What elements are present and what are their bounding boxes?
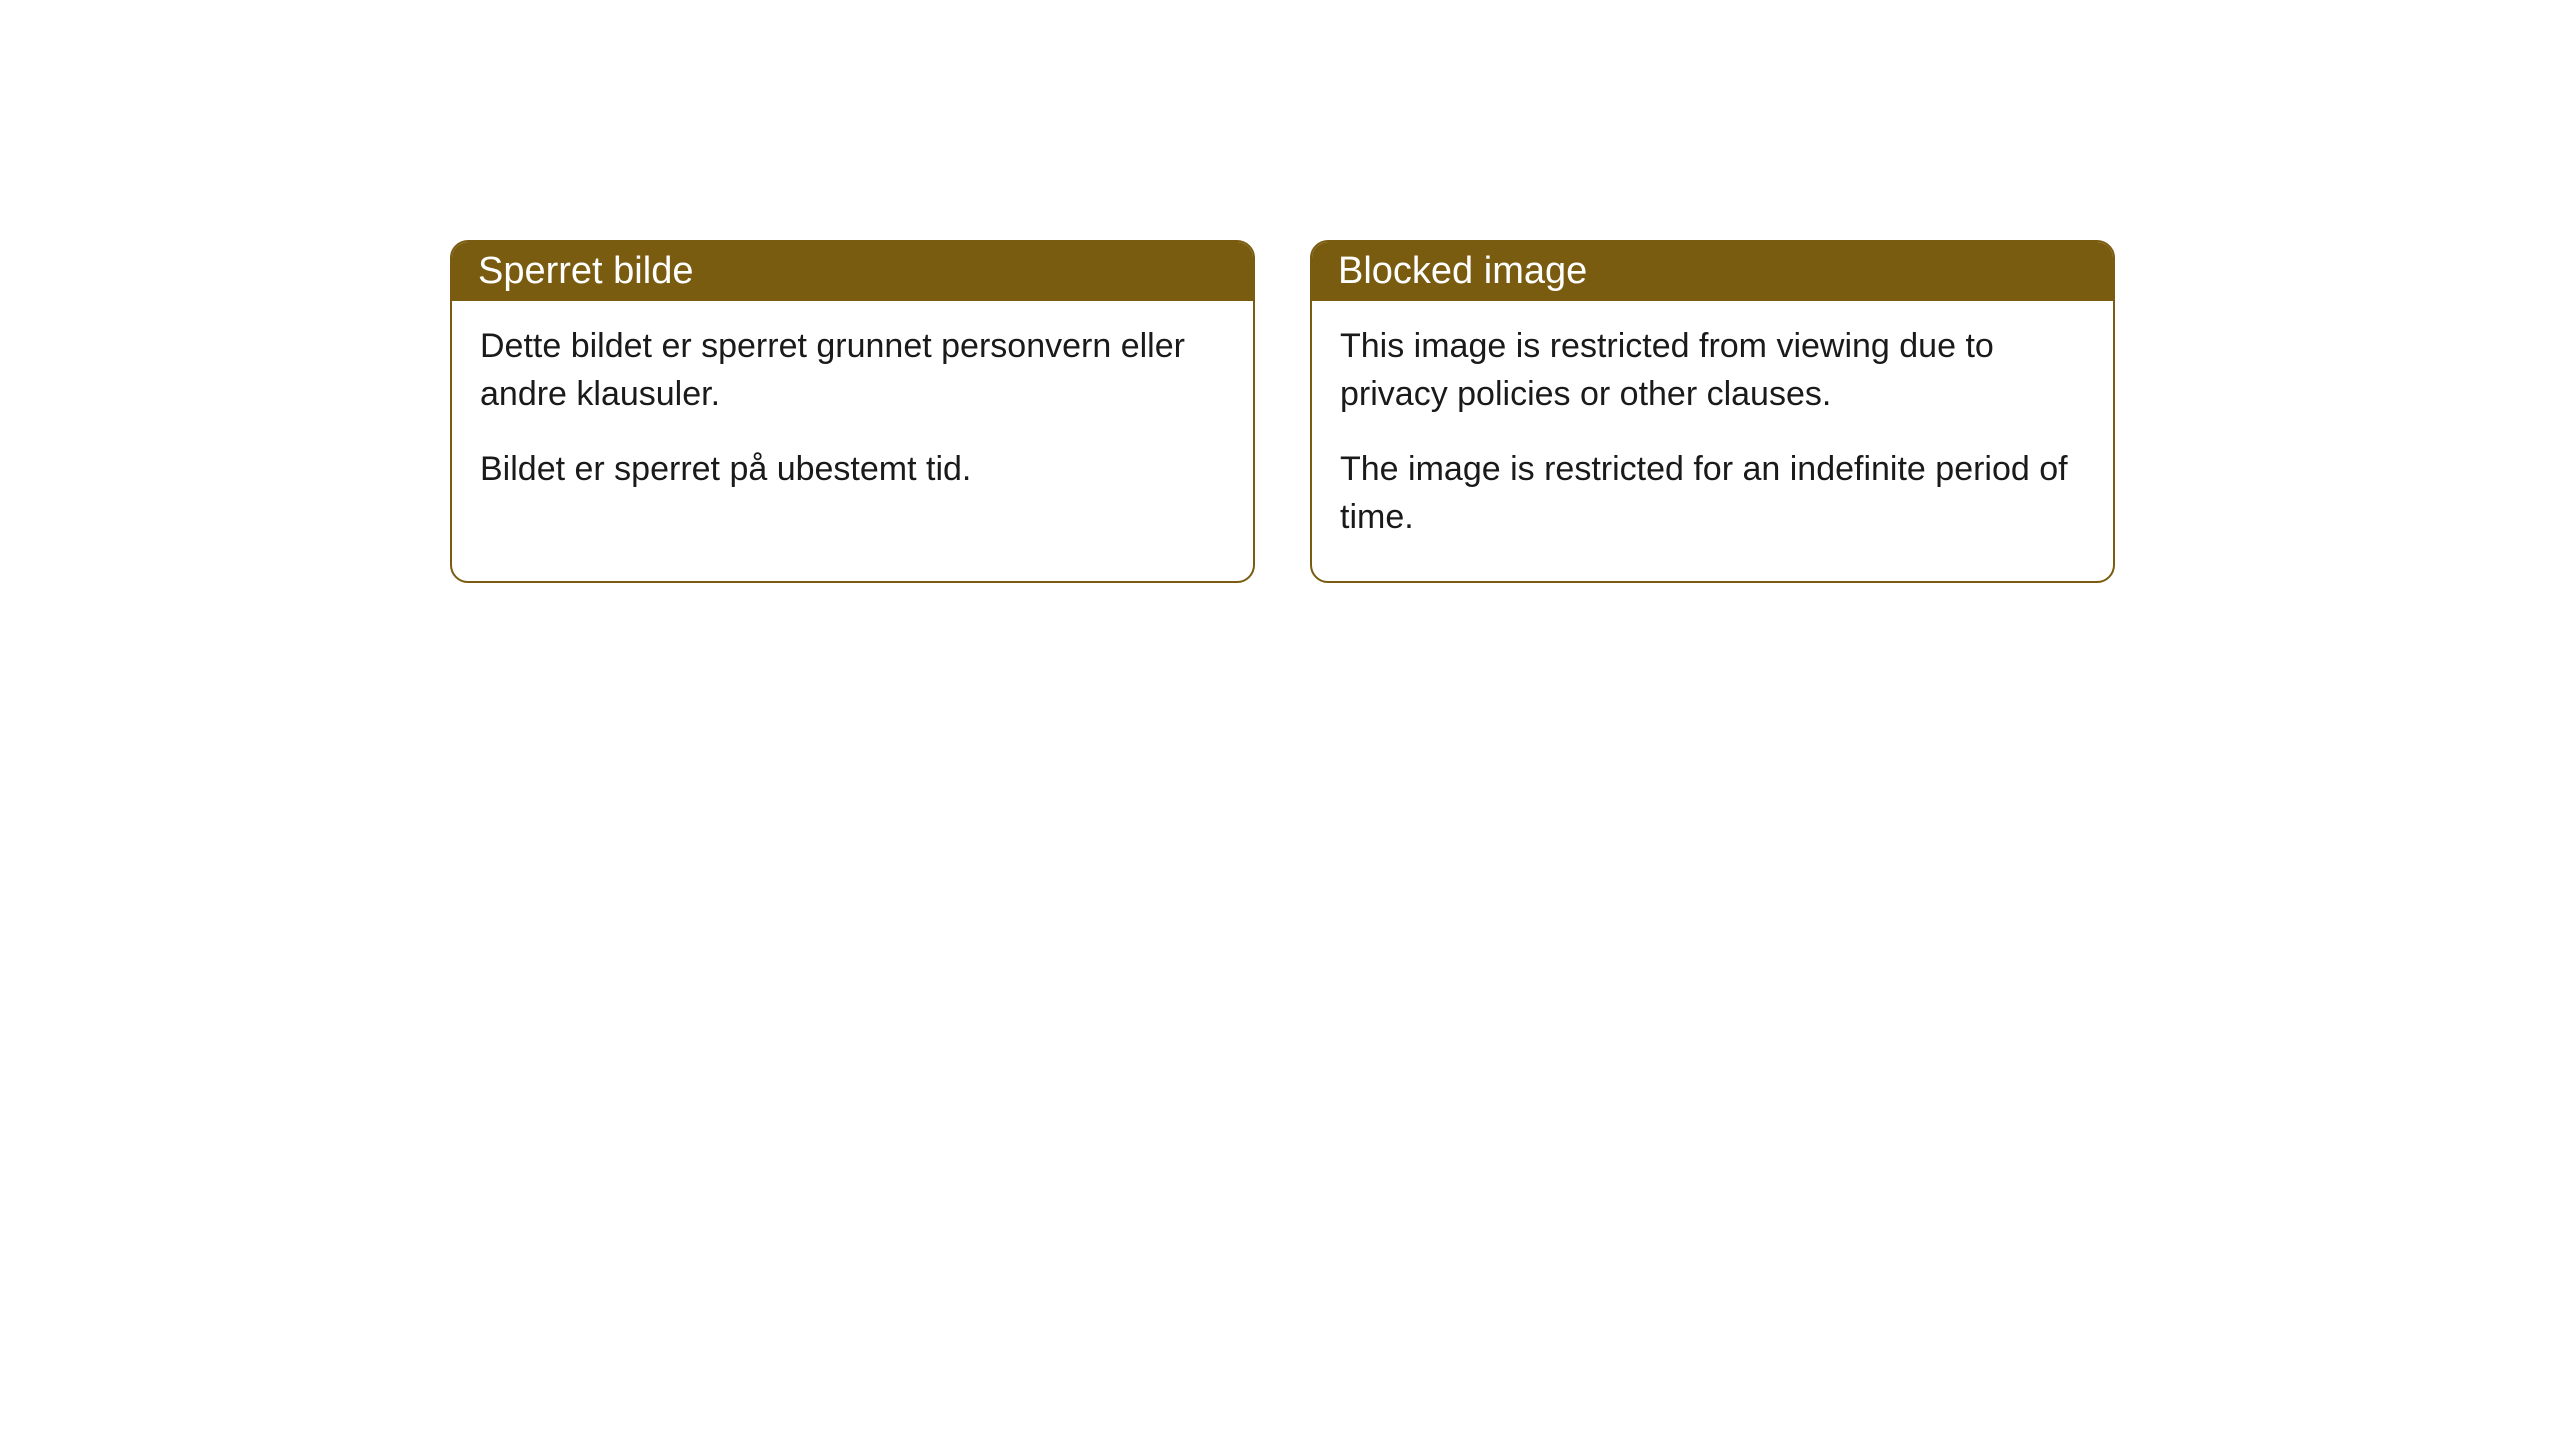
card-paragraph: This image is restricted from viewing du… xyxy=(1340,323,2085,418)
notice-cards-container: Sperret bilde Dette bildet er sperret gr… xyxy=(450,240,2115,583)
card-title: Sperret bilde xyxy=(478,250,693,292)
card-body: Dette bildet er sperret grunnet personve… xyxy=(452,301,1253,534)
card-paragraph: Dette bildet er sperret grunnet personve… xyxy=(480,323,1225,418)
card-paragraph: The image is restricted for an indefinit… xyxy=(1340,446,2085,541)
card-paragraph: Bildet er sperret på ubestemt tid. xyxy=(480,446,1225,494)
card-header: Blocked image xyxy=(1312,242,2113,301)
blocked-image-card-english: Blocked image This image is restricted f… xyxy=(1310,240,2115,583)
card-body: This image is restricted from viewing du… xyxy=(1312,301,2113,581)
card-header: Sperret bilde xyxy=(452,242,1253,301)
card-title: Blocked image xyxy=(1338,250,1587,292)
blocked-image-card-norwegian: Sperret bilde Dette bildet er sperret gr… xyxy=(450,240,1255,583)
